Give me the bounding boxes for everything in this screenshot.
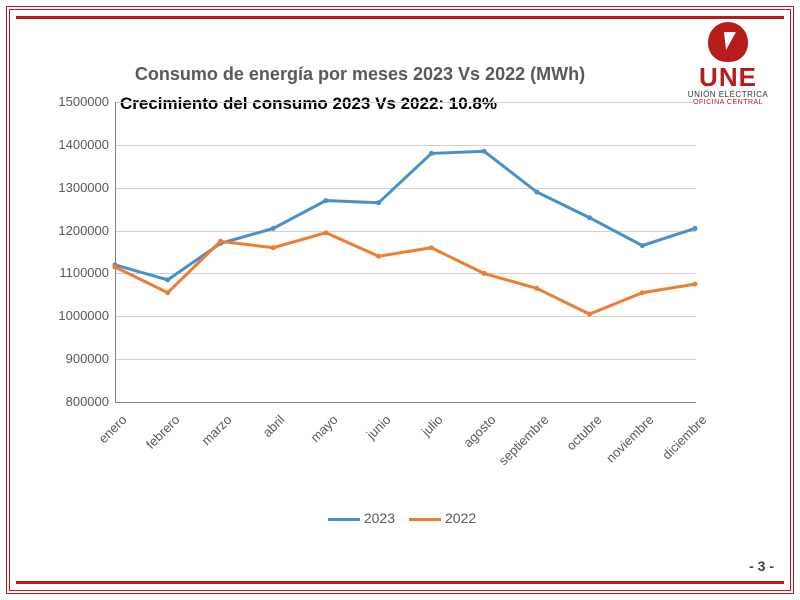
legend-swatch-2022 — [409, 518, 441, 522]
series-marker-2022 — [693, 282, 698, 287]
series-marker-2022 — [587, 312, 592, 317]
series-marker-2022 — [271, 245, 276, 250]
chart-svg — [115, 102, 695, 402]
slide-frame: UNE UNIÓN ELÉCTRICA OFICINA CENTRAL Cons… — [0, 0, 800, 600]
y-axis-label: 900000 — [49, 351, 109, 366]
series-marker-2023 — [165, 277, 170, 282]
series-marker-2023 — [693, 226, 698, 231]
series-marker-2023 — [640, 243, 645, 248]
series-marker-2022 — [113, 265, 118, 270]
bolt-icon — [720, 32, 736, 50]
y-axis-label: 1500000 — [49, 94, 109, 109]
series-marker-2022 — [482, 271, 487, 276]
series-marker-2023 — [482, 149, 487, 154]
series-marker-2022 — [376, 254, 381, 259]
legend-swatch-2023 — [328, 518, 360, 522]
series-marker-2023 — [376, 200, 381, 205]
legend-label-2023: 2023 — [364, 510, 395, 526]
series-marker-2022 — [534, 286, 539, 291]
series-marker-2022 — [323, 230, 328, 235]
series-marker-2022 — [218, 239, 223, 244]
series-marker-2022 — [640, 290, 645, 295]
series-marker-2023 — [429, 151, 434, 156]
y-axis-label: 1100000 — [49, 265, 109, 280]
legend-label-2022: 2022 — [445, 510, 476, 526]
series-marker-2023 — [323, 198, 328, 203]
y-axis-label: 1300000 — [49, 180, 109, 195]
series-line-2022 — [115, 233, 695, 314]
page-number: - 3 - — [749, 558, 774, 574]
series-marker-2022 — [429, 245, 434, 250]
series-marker-2023 — [271, 226, 276, 231]
line-chart: 2023 2022 800000 900000 1000000 1100000 12000… — [45, 90, 745, 530]
series-marker-2023 — [534, 190, 539, 195]
legend: 2023 2022 — [45, 510, 745, 526]
series-marker-2022 — [165, 290, 170, 295]
y-axis-label: 1200000 — [49, 223, 109, 238]
chart-title: Consumo de energía por meses 2023 Vs 202… — [80, 64, 640, 85]
logo-brand: UNE — [678, 64, 778, 90]
y-axis-label: 1400000 — [49, 137, 109, 152]
series-marker-2023 — [587, 215, 592, 220]
fist-icon — [708, 22, 748, 62]
y-axis-label: 800000 — [49, 394, 109, 409]
y-axis-label: 1000000 — [49, 308, 109, 323]
